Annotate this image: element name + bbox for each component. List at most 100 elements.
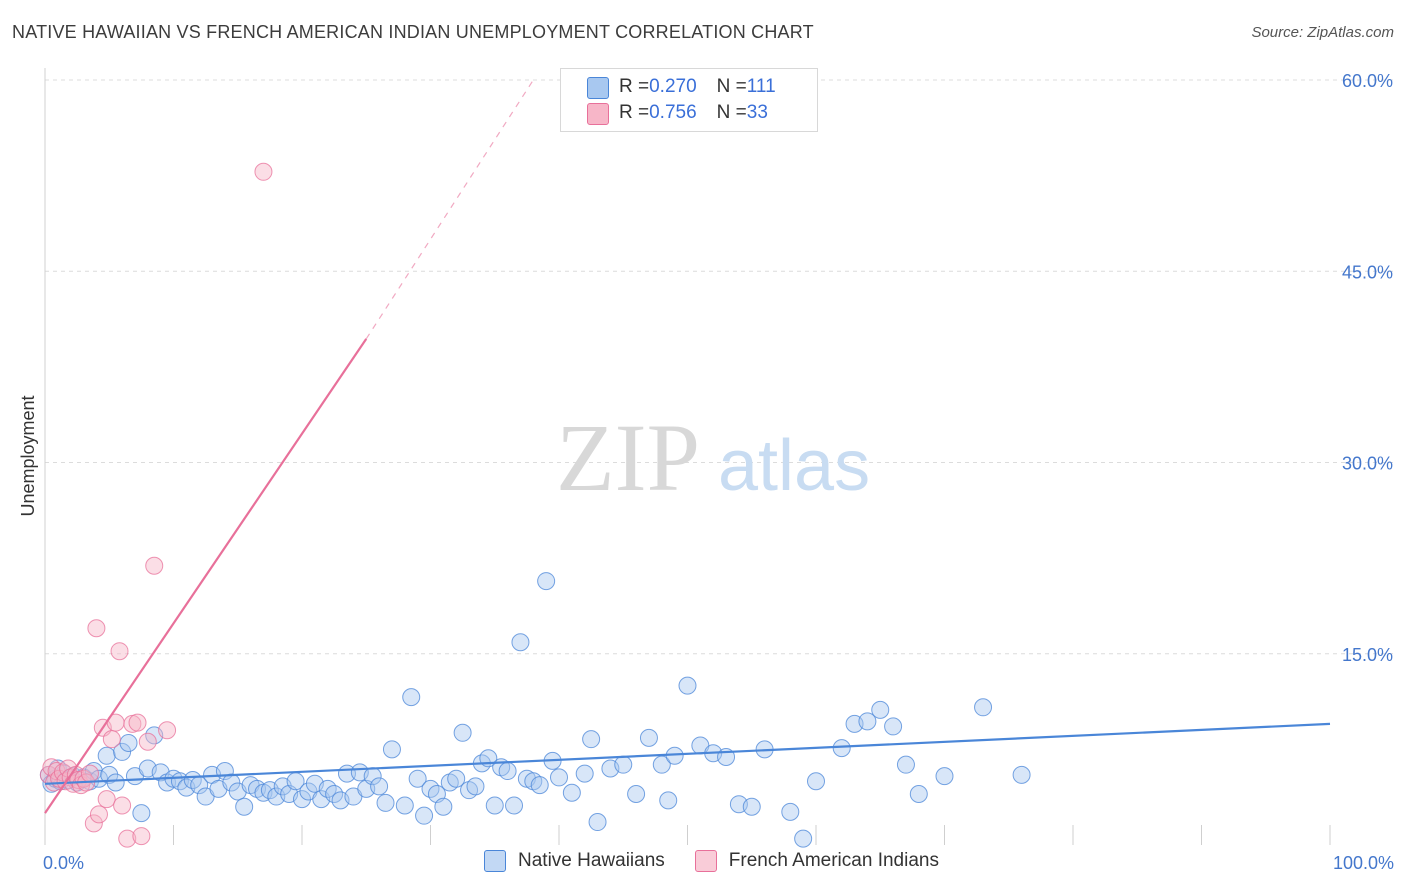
data-point	[113, 742, 132, 761]
gridlines	[45, 79, 1395, 655]
y-tick-label: 30.0%	[1342, 454, 1393, 474]
data-point	[832, 739, 851, 758]
watermark: ZIP atlas	[556, 404, 870, 511]
watermark-atlas: atlas	[718, 426, 870, 506]
legend-label: French American Indians	[728, 850, 939, 871]
n-value: 33	[746, 102, 768, 123]
data-point	[678, 676, 697, 695]
axes	[44, 68, 1331, 845]
r-value: 0.756	[649, 102, 697, 123]
data-point	[84, 814, 103, 833]
data-point	[575, 764, 594, 783]
data-point	[100, 765, 119, 784]
data-point	[807, 772, 825, 791]
data-point	[325, 785, 344, 803]
x-tick-label: 100.0%	[1333, 853, 1394, 873]
data-point	[498, 762, 517, 781]
data-point	[119, 734, 138, 752]
trend-lines	[44, 79, 1331, 814]
data-point	[376, 793, 395, 812]
data-point	[382, 740, 401, 759]
y-tick-label: 60.0%	[1342, 71, 1393, 91]
data-point	[652, 755, 671, 774]
data-point	[132, 804, 151, 823]
data-point	[415, 806, 434, 825]
data-point	[102, 730, 121, 749]
data-point	[235, 797, 254, 816]
n-value: 111	[746, 76, 776, 97]
data-point	[87, 619, 106, 638]
legend-row-french-american-indians: R = 0.756 N = 33	[619, 101, 768, 125]
y-axis-title: Unemployment	[18, 395, 38, 516]
legend-row-native-hawaiians: R = 0.270 N = 111	[619, 75, 776, 99]
data-point	[550, 768, 568, 787]
data-point	[614, 755, 633, 774]
data-point	[485, 796, 504, 815]
data-point	[742, 797, 761, 816]
data-point	[97, 746, 116, 765]
legend-swatch-native-hawaiians	[587, 77, 609, 99]
data-point	[453, 723, 472, 742]
chart-title: NATIVE HAWAIIAN VS FRENCH AMERICAN INDIA…	[12, 22, 814, 42]
legend-swatch-french-american-indians	[587, 103, 609, 125]
data-point	[132, 827, 151, 846]
y-tick-label: 15.0%	[1342, 645, 1393, 665]
tick-labels: 15.0% 30.0% 45.0% 60.0% 0.0% 100.0%	[43, 71, 1394, 873]
data-point	[89, 805, 108, 824]
data-point	[138, 732, 157, 751]
data-point	[80, 764, 99, 783]
n-label: N =	[716, 102, 747, 123]
stats-legend: R = 0.270 N = 111 R = 0.756 N = 33	[560, 68, 818, 132]
data-point	[530, 776, 549, 795]
data-point	[106, 773, 125, 792]
data-point	[158, 721, 177, 740]
data-point	[871, 700, 890, 719]
data-point	[113, 796, 132, 815]
data-point	[659, 791, 678, 810]
data-point	[145, 556, 164, 575]
data-point	[466, 777, 485, 796]
data-point	[293, 790, 311, 809]
n-label: N =	[716, 76, 747, 97]
x-tick-label: 0.0%	[43, 853, 84, 873]
data-point	[505, 796, 524, 815]
y-tick-label: 45.0%	[1342, 262, 1393, 282]
data-point	[562, 783, 581, 802]
r-value: 0.270	[649, 76, 697, 97]
data-point	[794, 829, 813, 848]
data-point	[1012, 765, 1031, 784]
data-point	[447, 769, 466, 788]
data-point	[781, 802, 800, 821]
data-point	[254, 162, 273, 181]
legend-swatch	[484, 850, 506, 872]
trend-line	[44, 338, 368, 814]
data-point	[935, 767, 954, 786]
legend-item-french-american-indians[interactable]: French American Indians	[694, 850, 939, 872]
data-point	[370, 777, 389, 796]
data-point	[537, 572, 556, 591]
data-point	[639, 728, 658, 747]
data-point	[588, 813, 607, 832]
data-point	[511, 633, 530, 652]
watermark-zip: ZIP	[556, 404, 700, 511]
data-point	[627, 785, 646, 803]
data-point	[434, 797, 453, 816]
data-point	[97, 790, 116, 809]
data-point	[909, 785, 928, 803]
source-label: Source: ZipAtlas.com	[1251, 24, 1394, 41]
data-point	[858, 712, 877, 731]
trend-line	[44, 722, 1331, 785]
data-point	[118, 829, 137, 848]
data-point	[896, 755, 915, 774]
legend-label: Native Hawaiians	[518, 850, 665, 871]
data-point	[402, 688, 421, 707]
data-point	[408, 769, 427, 788]
data-point	[395, 796, 414, 815]
legend-item-native-hawaiians[interactable]: Native Hawaiians	[484, 850, 665, 872]
r-label: R =	[619, 102, 650, 123]
r-label: R =	[619, 76, 650, 97]
legend-swatch	[694, 850, 717, 872]
data-point	[884, 717, 903, 736]
series-legend: Native Hawaiians French American Indians	[484, 850, 969, 872]
